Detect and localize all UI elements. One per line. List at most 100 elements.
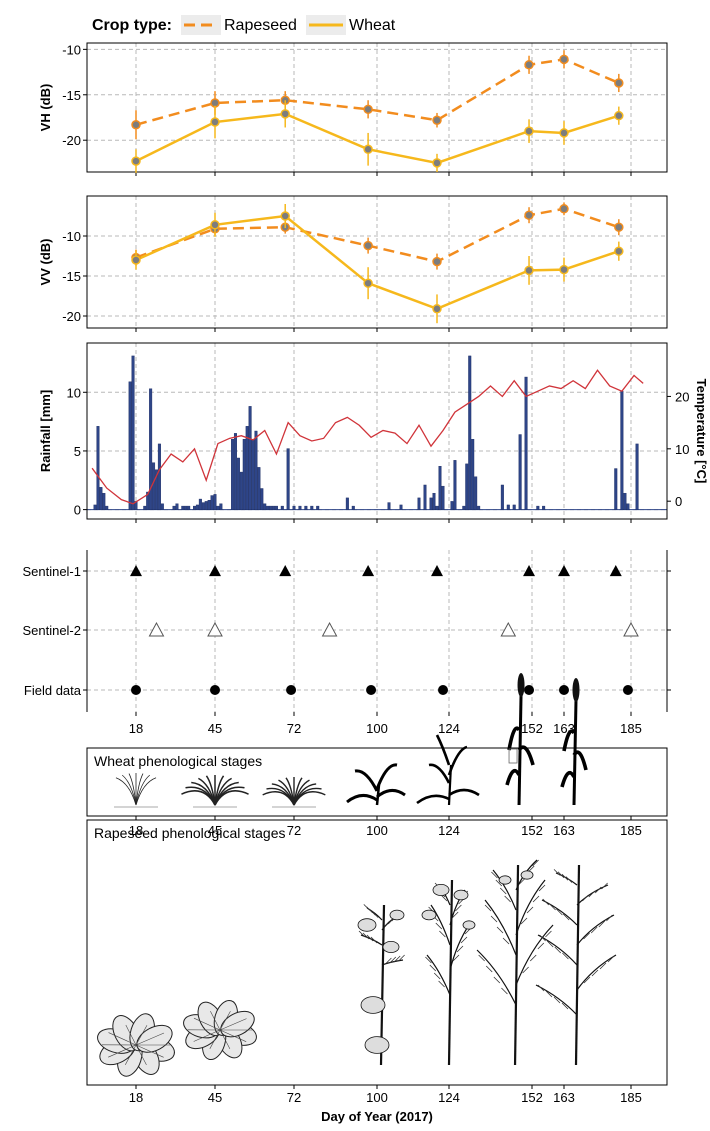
series-line-wheat bbox=[135, 112, 620, 165]
leaf bbox=[382, 941, 400, 954]
vein bbox=[108, 1032, 137, 1046]
leaf bbox=[517, 745, 535, 766]
rain-bar bbox=[423, 484, 427, 510]
rain-bar bbox=[614, 468, 618, 510]
pod bbox=[495, 879, 503, 887]
rain-bar bbox=[506, 504, 510, 510]
rapeseed-ripening-163 bbox=[535, 864, 617, 1066]
vein bbox=[219, 1029, 231, 1049]
pod bbox=[529, 954, 537, 962]
x-tick-label: 18 bbox=[129, 1090, 143, 1105]
pod bbox=[433, 972, 441, 980]
rain-bar bbox=[304, 505, 308, 510]
leaf bbox=[507, 726, 521, 751]
pod bbox=[484, 904, 492, 912]
vein bbox=[193, 1017, 221, 1031]
pod bbox=[606, 914, 613, 922]
data-point bbox=[432, 115, 442, 125]
x-tick-label: 100 bbox=[366, 1090, 388, 1105]
leaf bbox=[389, 909, 405, 921]
rain-bar bbox=[477, 505, 481, 510]
rain-bar bbox=[93, 504, 97, 510]
wheat-heading-151 bbox=[505, 673, 535, 806]
leaf bbox=[520, 870, 534, 880]
rain-bar bbox=[242, 439, 246, 510]
vein bbox=[135, 1025, 148, 1046]
branch bbox=[484, 899, 517, 956]
rain-bar bbox=[210, 495, 214, 510]
pod bbox=[553, 869, 561, 876]
pod bbox=[452, 954, 460, 962]
rapeseed-rosette-18 bbox=[97, 1013, 175, 1077]
branch bbox=[515, 924, 554, 986]
data-point bbox=[559, 54, 569, 65]
x-tick-label: 163 bbox=[553, 1090, 575, 1105]
sentinel-2-marker bbox=[148, 621, 165, 637]
leaf bbox=[285, 777, 295, 806]
rain-bar bbox=[184, 505, 188, 510]
pod bbox=[594, 886, 602, 894]
rain-bar bbox=[623, 492, 627, 510]
pod bbox=[549, 903, 556, 911]
pod bbox=[522, 966, 529, 974]
pod bbox=[491, 871, 498, 879]
pod bbox=[545, 990, 553, 998]
pod bbox=[456, 945, 464, 953]
pod bbox=[583, 932, 590, 940]
rain-bar bbox=[146, 491, 150, 510]
leaf bbox=[346, 794, 378, 804]
pod bbox=[561, 873, 569, 881]
pod bbox=[562, 913, 570, 921]
y-tick-label: -10 bbox=[62, 229, 81, 244]
pod bbox=[537, 942, 545, 950]
rain-bar bbox=[216, 505, 220, 510]
stem bbox=[574, 864, 581, 1066]
wheat-jointing-100 bbox=[346, 763, 406, 806]
data-point bbox=[131, 156, 141, 166]
rain-bar bbox=[635, 443, 639, 510]
rain-bar bbox=[219, 503, 223, 510]
x-tick-label: 185 bbox=[620, 823, 642, 838]
pod bbox=[438, 980, 445, 988]
legend-label-rapeseed: Rapeseed bbox=[224, 17, 297, 34]
leaf bbox=[360, 996, 386, 1014]
series-line-rapeseed bbox=[135, 58, 620, 126]
sentinel-2-marker bbox=[500, 621, 517, 637]
pod bbox=[425, 956, 432, 964]
leaf bbox=[505, 768, 521, 786]
ear-inset-box bbox=[508, 748, 518, 764]
vein bbox=[135, 1032, 165, 1046]
wheat-flowering-163 bbox=[560, 678, 588, 806]
y-axis-label: VV (dB) bbox=[38, 239, 53, 286]
pod bbox=[370, 936, 378, 944]
rain-bar bbox=[105, 505, 109, 510]
rain-bar bbox=[245, 426, 249, 510]
rain-bar bbox=[512, 504, 516, 510]
data-point bbox=[363, 240, 373, 251]
y2-tick-label: 10 bbox=[675, 442, 689, 457]
pod bbox=[532, 859, 539, 867]
pod bbox=[583, 976, 591, 984]
x-tick-label: 100 bbox=[366, 823, 388, 838]
rain-bar bbox=[131, 355, 135, 510]
pod bbox=[440, 894, 448, 902]
data-point bbox=[363, 104, 373, 115]
rain-bar bbox=[474, 476, 478, 510]
panel-frame bbox=[86, 42, 668, 173]
pod bbox=[538, 884, 546, 892]
y2-tick-label: 20 bbox=[675, 389, 689, 404]
x-tick-label: 72 bbox=[287, 721, 301, 736]
pod bbox=[598, 920, 606, 928]
pod bbox=[502, 937, 510, 945]
x-tick-label: 163 bbox=[553, 823, 575, 838]
pod bbox=[389, 956, 397, 964]
pod bbox=[499, 887, 507, 895]
data-point bbox=[559, 264, 569, 275]
branch bbox=[449, 924, 470, 971]
branch bbox=[576, 884, 609, 906]
pod bbox=[460, 936, 468, 944]
rain-bar bbox=[263, 503, 267, 510]
pod bbox=[439, 930, 446, 938]
sentinel-2-marker bbox=[207, 621, 223, 637]
